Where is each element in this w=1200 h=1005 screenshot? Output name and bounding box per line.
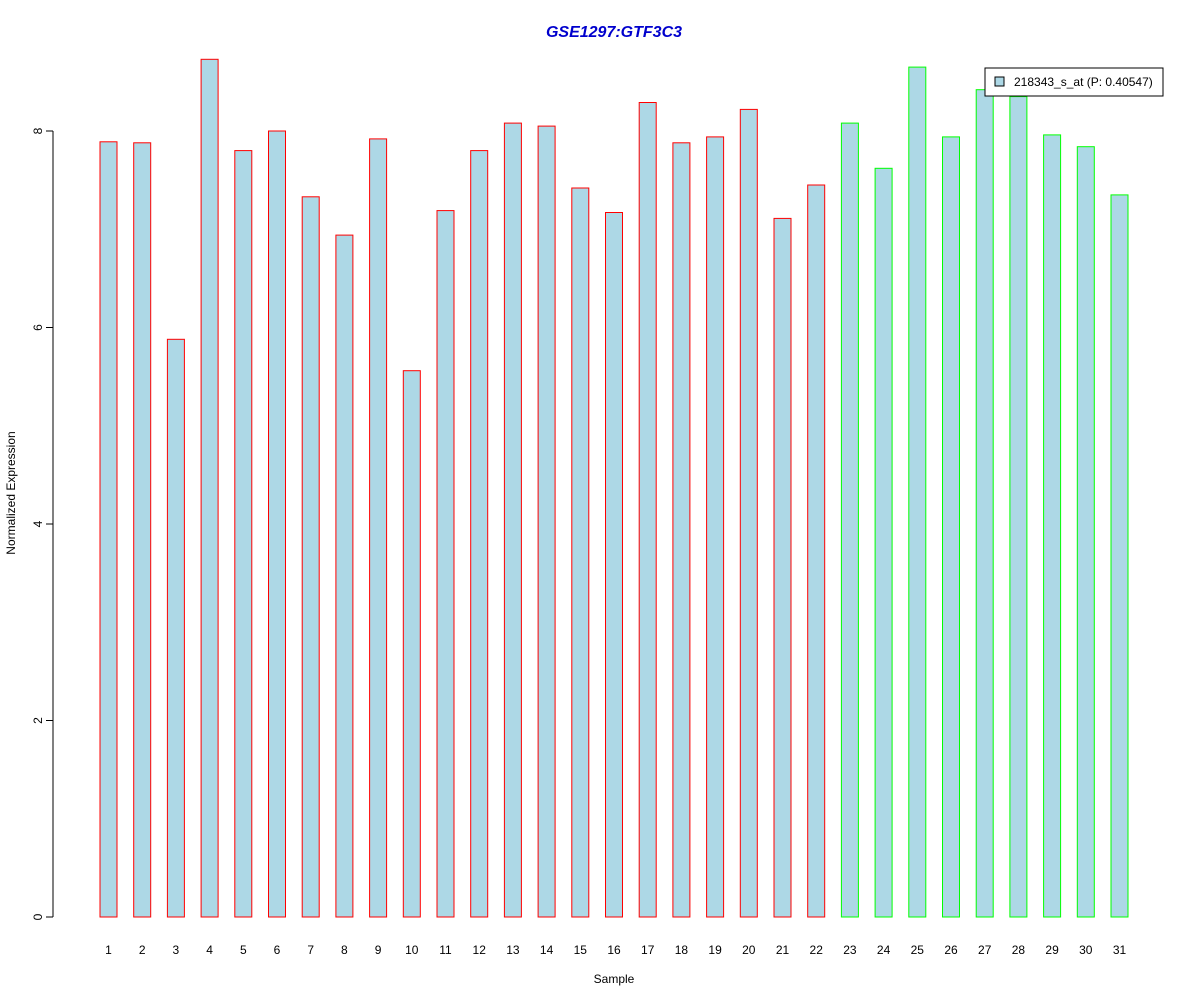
bar-sample-23 xyxy=(840,122,859,918)
x-axis-tick-label: 14 xyxy=(540,943,554,957)
bar-sample-4 xyxy=(200,58,219,918)
x-axis-tick-label: 21 xyxy=(776,943,790,957)
x-axis-tick-label: 4 xyxy=(206,943,213,957)
bar-sample-17 xyxy=(638,102,657,918)
bar-sample-6 xyxy=(268,130,286,918)
bar-sample-27 xyxy=(975,89,994,918)
bar-sample-3 xyxy=(166,338,185,918)
bars-group xyxy=(99,58,1129,918)
bar-sample-28 xyxy=(1009,96,1028,918)
x-axis-tick-label: 28 xyxy=(1012,943,1026,957)
bar-sample-7 xyxy=(301,196,320,918)
bar-sample-12 xyxy=(470,150,489,918)
bar-sample-13 xyxy=(503,122,522,918)
x-axis-tick-label: 1 xyxy=(105,943,112,957)
bar-sample-10 xyxy=(402,370,421,918)
y-axis-tick-label: 2 xyxy=(31,717,45,724)
bar-sample-18 xyxy=(672,142,691,918)
bar-sample-21 xyxy=(773,217,792,918)
legend-entry-label: 218343_s_at (P: 0.40547) xyxy=(1014,75,1153,89)
bar-sample-19 xyxy=(706,136,725,918)
x-axis-tick-label: 12 xyxy=(473,943,487,957)
y-axis-tick-label: 0 xyxy=(31,913,45,920)
x-axis-tick-label: 24 xyxy=(877,943,891,957)
x-axis-tick-label: 11 xyxy=(439,943,452,957)
x-axis-tick-label: 29 xyxy=(1045,943,1059,957)
x-axis-tick-label: 7 xyxy=(307,943,314,957)
x-axis-tick-label: 6 xyxy=(274,943,281,957)
x-axis-tick-label: 31 xyxy=(1113,943,1127,957)
y-axis: 0 2 4 6 8 xyxy=(31,127,54,920)
y-axis-tick-label: 6 xyxy=(31,324,45,331)
x-axis-tick-label: 9 xyxy=(375,943,382,957)
bar-sample-14 xyxy=(537,125,556,918)
x-axis-tick-label: 16 xyxy=(607,943,621,957)
x-axis-tick-labels: 1 2 3 4 5 6 7 8 9 10 11 12 13 14 15 16 17 18 19 20 21 22 23 24 2… xyxy=(105,943,1126,957)
legend-swatch xyxy=(994,76,1005,87)
x-axis-tick-label: 18 xyxy=(675,943,689,957)
bar-sample-24 xyxy=(874,167,893,918)
x-axis-tick-label: 10 xyxy=(405,943,419,957)
bar-sample-5 xyxy=(234,150,253,918)
bar-sample-9 xyxy=(369,138,388,918)
x-axis-tick-label: 26 xyxy=(944,943,958,957)
x-axis-tick-label: 30 xyxy=(1079,943,1093,957)
x-axis-tick-label: 19 xyxy=(708,943,722,957)
y-axis-tick-label: 4 xyxy=(31,520,45,527)
x-axis-tick-label: 5 xyxy=(240,943,247,957)
chart-title: GSE1297:GTF3C3 xyxy=(546,24,682,41)
x-axis-tick-label: 8 xyxy=(341,943,348,957)
bar-sample-20 xyxy=(739,108,758,918)
x-axis-tick-label: 20 xyxy=(742,943,756,957)
x-axis-tick-label: 13 xyxy=(506,943,520,957)
legend: 218343_s_at (P: 0.40547) xyxy=(984,67,1164,97)
bar-sample-15 xyxy=(571,187,590,918)
bar-sample-8 xyxy=(335,234,354,918)
x-axis-tick-label: 23 xyxy=(843,943,857,957)
bar-sample-25 xyxy=(908,66,927,918)
bar-sample-11 xyxy=(436,210,455,918)
bar-sample-29 xyxy=(1043,134,1062,918)
bar-sample-26 xyxy=(942,136,960,918)
bar-sample-16 xyxy=(605,212,623,918)
x-axis-tick-label: 3 xyxy=(173,943,180,957)
bar-sample-31 xyxy=(1110,194,1129,918)
x-axis-tick-label: 2 xyxy=(139,943,146,957)
x-axis-tick-label: 15 xyxy=(574,943,588,957)
y-axis-tick-label: 8 xyxy=(31,127,45,134)
legend-box xyxy=(984,67,1164,97)
x-axis-tick-label: 22 xyxy=(810,943,824,957)
bar-sample-1 xyxy=(99,141,118,918)
bar-sample-30 xyxy=(1076,146,1095,918)
x-axis-tick-label: 25 xyxy=(911,943,925,957)
x-axis-tick-label: 17 xyxy=(641,943,655,957)
x-axis-tick-label: 27 xyxy=(978,943,992,957)
bar-sample-2 xyxy=(133,142,152,918)
x-axis-label: Sample xyxy=(594,972,635,986)
bar-sample-22 xyxy=(807,184,826,918)
y-axis-label: Normalized Expression xyxy=(4,431,18,554)
